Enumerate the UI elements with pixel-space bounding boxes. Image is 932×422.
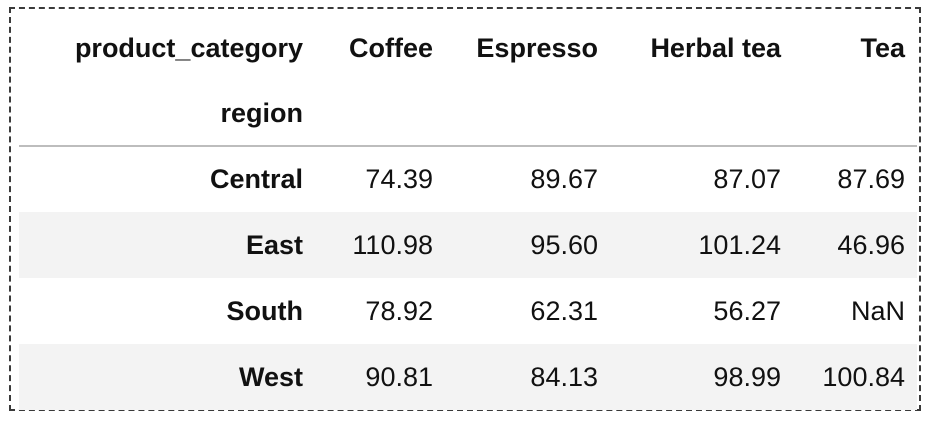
dataframe-table: product_category Coffee Espresso Herbal … — [19, 15, 917, 410]
column-header-tea: Tea — [860, 32, 905, 63]
table-row: South 78.92 62.31 56.27 NaN — [19, 278, 917, 344]
table-cell: 90.81 — [365, 361, 433, 392]
table-cell: 100.84 — [822, 361, 905, 392]
column-header-herbal-tea: Herbal tea — [650, 32, 781, 63]
table-row: West 90.81 84.13 98.99 100.84 — [19, 344, 917, 410]
row-label: West — [238, 361, 303, 392]
column-header-row: product_category Coffee Espresso Herbal … — [19, 15, 917, 81]
row-label: South — [226, 295, 303, 326]
empty-header-cell — [793, 81, 917, 146]
table-cell: 110.98 — [352, 229, 433, 260]
empty-header-cell — [610, 81, 793, 146]
column-header-coffee: Coffee — [348, 32, 433, 63]
table-cell: 89.67 — [530, 164, 598, 194]
table-cell: 74.39 — [365, 164, 433, 194]
table-cell: 84.13 — [530, 361, 598, 392]
empty-header-cell — [445, 81, 610, 146]
table-cell: 87.07 — [713, 164, 781, 194]
table-row: Central 74.39 89.67 87.07 87.69 — [19, 146, 917, 212]
column-header-espresso: Espresso — [476, 32, 598, 63]
row-label: East — [245, 229, 303, 260]
table-cell: 56.27 — [713, 295, 781, 326]
index-header-row: region — [19, 81, 917, 146]
table-cell: 62.31 — [530, 295, 598, 326]
index-name-header: region — [220, 97, 303, 128]
table-cell: 87.69 — [837, 164, 905, 194]
table-cell: 78.92 — [365, 295, 433, 326]
table-cell: 46.96 — [837, 229, 905, 260]
row-label: Central — [209, 164, 303, 194]
table-cell: NaN — [850, 295, 905, 326]
table-row: East 110.98 95.60 101.24 46.96 — [19, 212, 917, 278]
table-cell: 101.24 — [698, 229, 781, 260]
columns-name-header: product_category — [74, 32, 303, 63]
table-cell: 98.99 — [713, 361, 781, 392]
dataframe-output-frame: product_category Coffee Espresso Herbal … — [9, 7, 921, 411]
table-cell: 95.60 — [530, 229, 598, 260]
empty-header-cell — [315, 81, 445, 146]
